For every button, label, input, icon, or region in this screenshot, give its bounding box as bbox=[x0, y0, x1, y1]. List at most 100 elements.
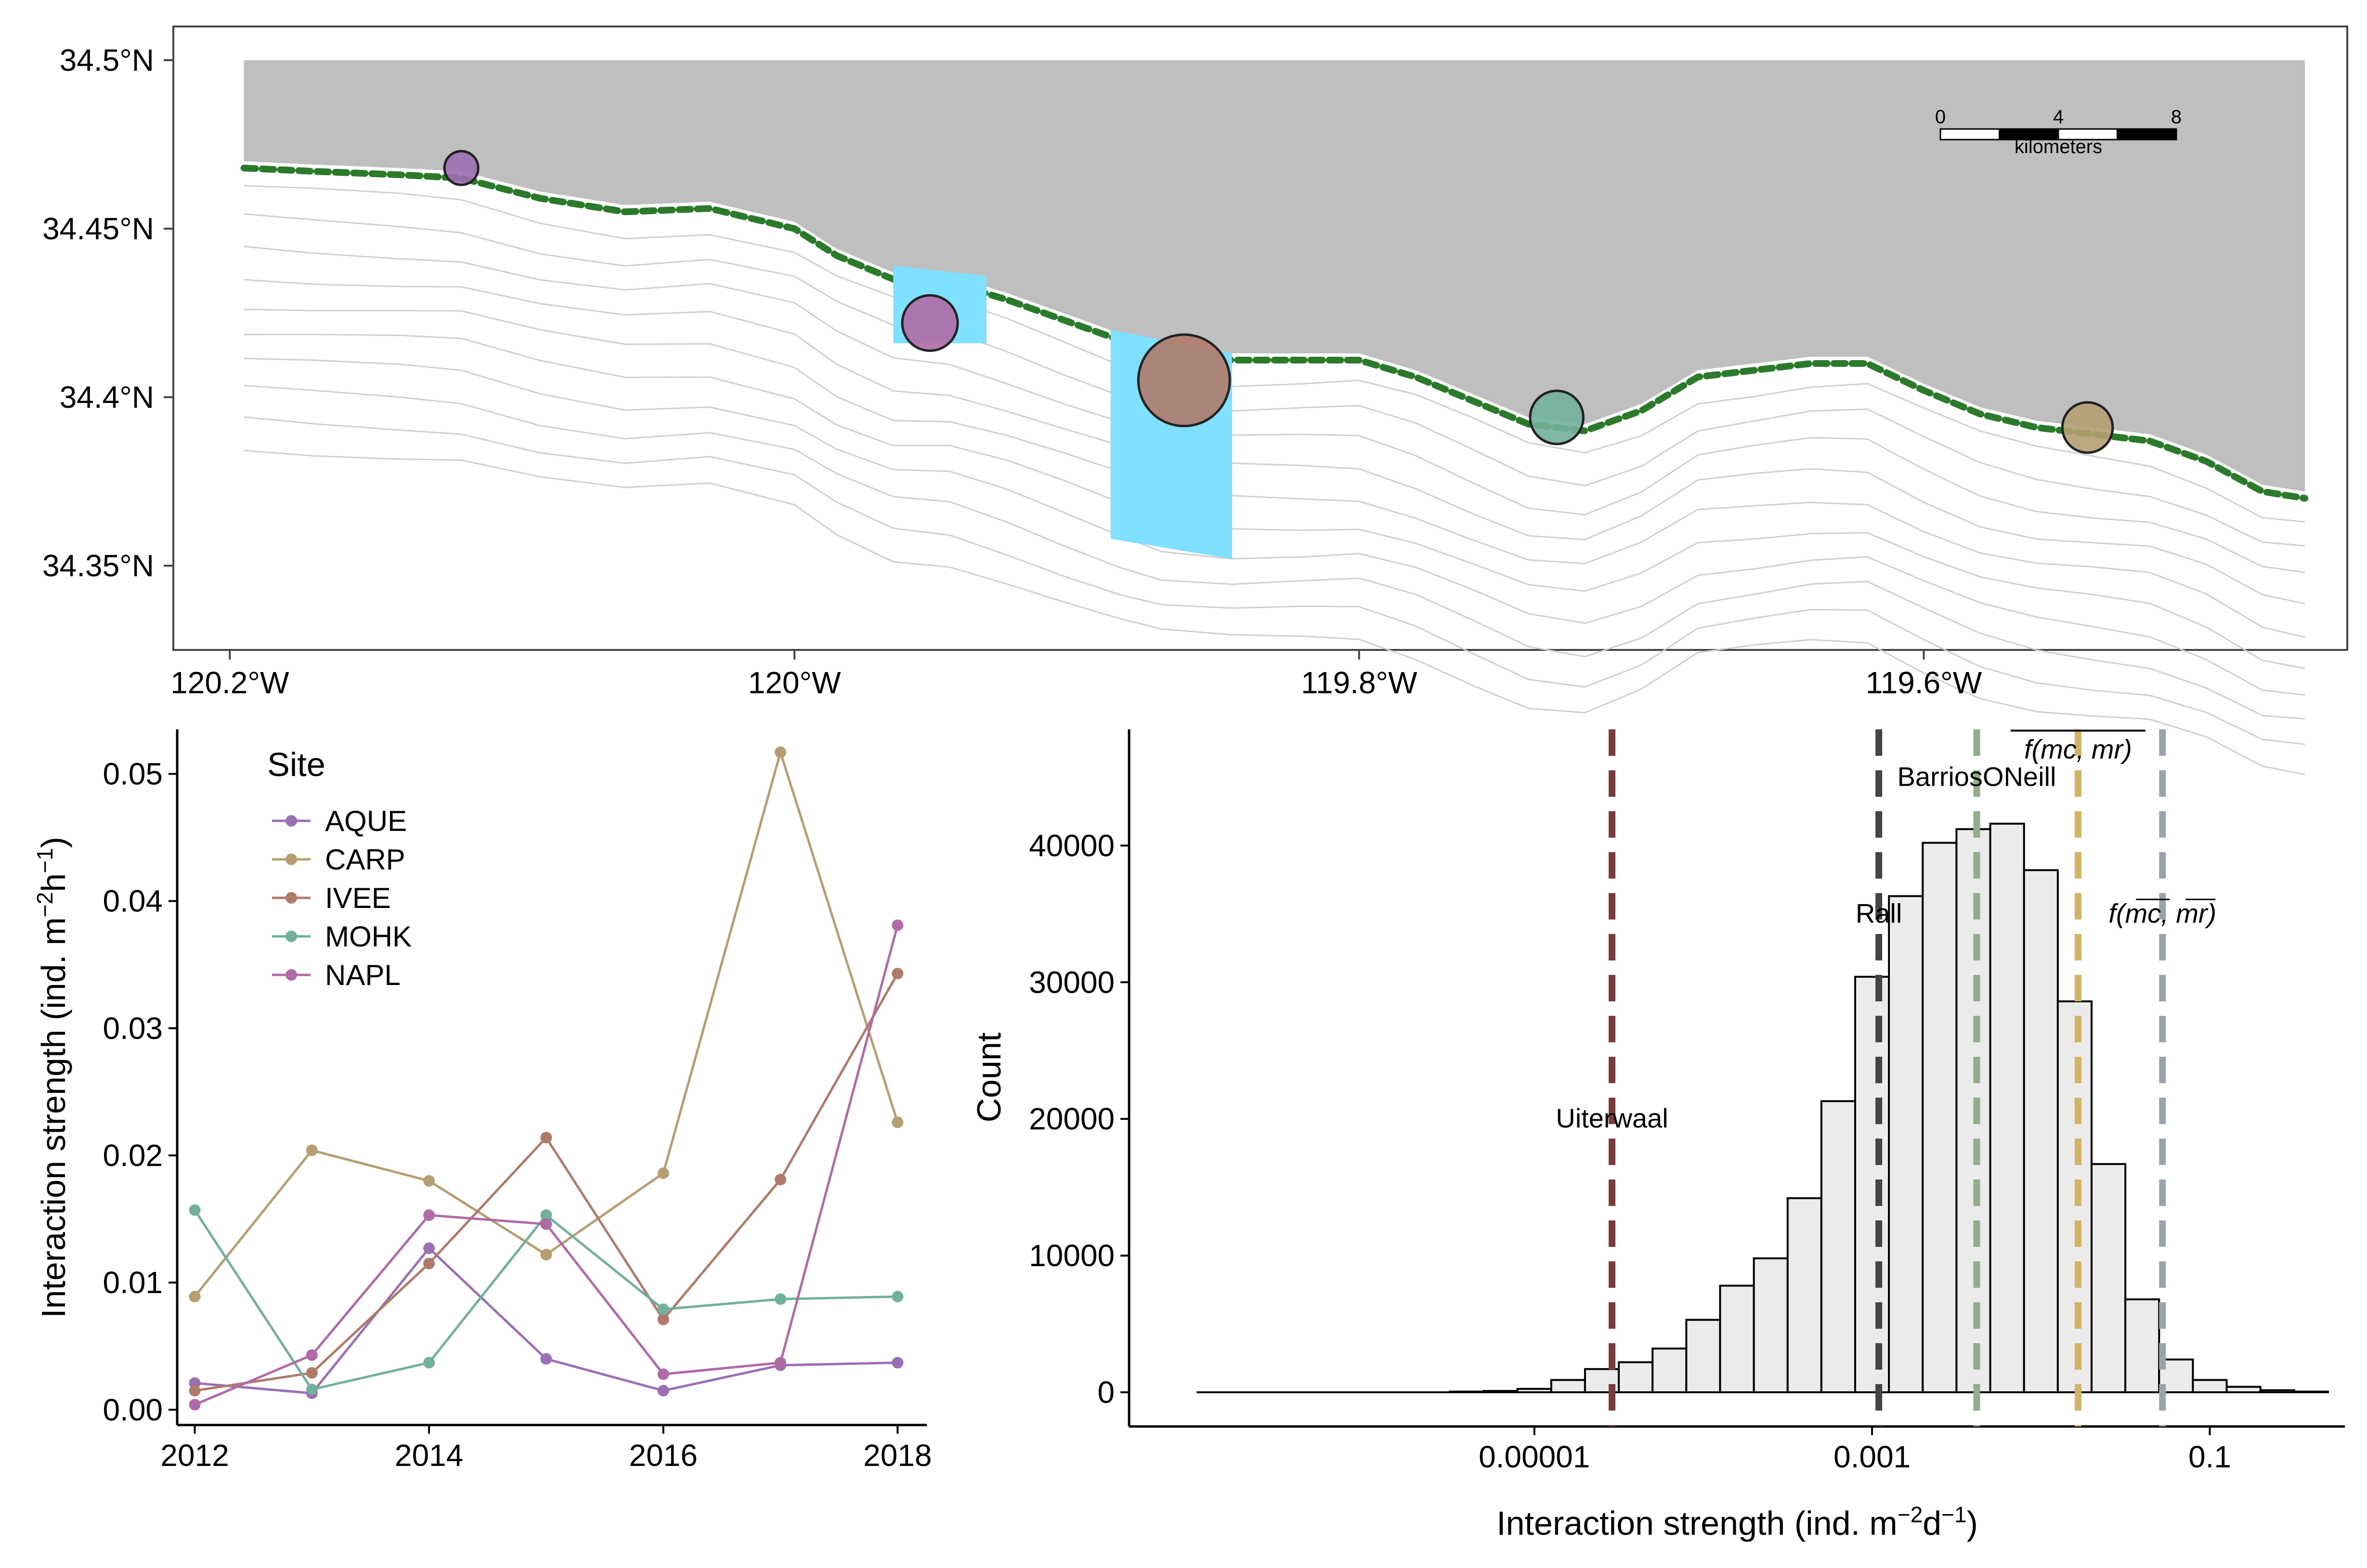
contour-line bbox=[244, 334, 2305, 669]
data-point-carp bbox=[540, 1249, 552, 1261]
contour-line bbox=[244, 385, 2305, 720]
line-y-tick-label: 0.01 bbox=[103, 1265, 163, 1300]
contour-line bbox=[244, 213, 2305, 546]
scale-bar-label: 0 bbox=[1935, 106, 1946, 128]
hist-y-tick-label: 10000 bbox=[1029, 1238, 1115, 1273]
land-area bbox=[244, 60, 2305, 492]
line-y-tick-label: 0.04 bbox=[103, 884, 163, 919]
contour-line bbox=[244, 279, 2305, 605]
line-y-axis-title: Interaction strength (ind. m−2h−1) bbox=[32, 837, 72, 1318]
data-point-napl bbox=[306, 1349, 318, 1361]
data-point-mohk bbox=[189, 1204, 201, 1216]
data-point-carp bbox=[306, 1144, 318, 1156]
reference-label-rall: Rall bbox=[1856, 898, 1902, 928]
map-x-axis: 120.2°W 120°W 119.8°W 119.6°W bbox=[170, 650, 1982, 700]
data-point-ivee bbox=[306, 1367, 318, 1379]
map-y-tick-label: 34.35°N bbox=[42, 548, 154, 583]
contour-line bbox=[244, 450, 2305, 776]
reference-label-uiterwaal: Uiterwaal bbox=[1556, 1103, 1668, 1133]
site-marker-carp bbox=[2061, 401, 2114, 454]
hist-y-axis-title: Count bbox=[970, 1033, 1008, 1123]
map-panel: 120.2°W 120°W 119.8°W 119.6°W 34.35°N 34.4°N… bbox=[42, 26, 2348, 776]
data-point-carp bbox=[189, 1291, 201, 1303]
data-point-mohk bbox=[423, 1357, 435, 1369]
scale-bar-unit: kilometers bbox=[2015, 136, 2102, 157]
legend-title: Site bbox=[267, 746, 325, 783]
series-carp bbox=[189, 746, 904, 1303]
site-marker-aque bbox=[443, 150, 480, 186]
hist-x-tick-label: 0.1 bbox=[2188, 1439, 2231, 1474]
data-point-aque bbox=[423, 1242, 435, 1254]
histogram-bar bbox=[1550, 1379, 1586, 1394]
contour-line bbox=[244, 185, 2305, 523]
kelp-canopy bbox=[240, 165, 2309, 502]
data-point-aque bbox=[540, 1353, 552, 1365]
data-point-mohk bbox=[306, 1384, 318, 1396]
histogram-bar bbox=[2192, 1379, 2228, 1394]
data-point-mohk bbox=[892, 1291, 904, 1303]
hist-y-tick-label: 0 bbox=[1097, 1375, 1115, 1410]
map-y-tick-label: 34.45°N bbox=[42, 211, 154, 246]
reference-label-barriosoneill: BarriosONeill bbox=[1898, 761, 2056, 791]
hist-y-ticks: 0 10000 20000 30000 40000 bbox=[1029, 828, 1129, 1410]
site-markers bbox=[443, 150, 2114, 454]
histogram-bar bbox=[1719, 1284, 1755, 1394]
hist-x-tick-label: 0.001 bbox=[1834, 1439, 1911, 1474]
map-x-tick-label: 119.6°W bbox=[1866, 665, 1982, 700]
legend-label-aque: AQUE bbox=[325, 805, 407, 837]
histogram-bars bbox=[1449, 822, 2329, 1394]
data-point-napl bbox=[540, 1218, 552, 1230]
histogram-bar bbox=[2056, 1000, 2093, 1394]
scale-segment bbox=[1939, 128, 2000, 141]
legend-label-mohk: MOHK bbox=[325, 920, 412, 953]
data-point-ivee bbox=[892, 968, 904, 980]
map-x-tick-label: 119.8°W bbox=[1301, 665, 1418, 700]
reference-label-f_mc_mr_mean: f(mc, mr) bbox=[2024, 734, 2132, 765]
histogram-bar bbox=[1618, 1361, 1654, 1394]
histogram-bar bbox=[2023, 869, 2059, 1394]
legend-label-napl: NAPL bbox=[325, 959, 401, 991]
map-x-tick-label: 120°W bbox=[748, 665, 841, 700]
line-x-ticks: 2012 2014 2016 2018 bbox=[160, 1425, 932, 1473]
legend-label-carp: CARP bbox=[325, 843, 405, 876]
site-marker-ivee bbox=[1137, 333, 1231, 428]
data-point-napl bbox=[189, 1399, 201, 1411]
data-point-ivee bbox=[540, 1131, 552, 1143]
line-legend: Site AQUE CARP IVEE MOHK NAPL bbox=[267, 746, 412, 991]
data-point-ivee bbox=[189, 1385, 201, 1397]
data-point-ivee bbox=[423, 1257, 435, 1270]
histogram-bar bbox=[1685, 1319, 1721, 1394]
map-y-tick-label: 34.4°N bbox=[60, 380, 154, 415]
histogram-bar bbox=[1955, 828, 1991, 1394]
series-ivee bbox=[189, 968, 904, 1397]
histogram-bar bbox=[1888, 895, 1924, 1394]
data-point-ivee bbox=[774, 1174, 786, 1186]
scale-bar-label: 4 bbox=[2053, 106, 2064, 128]
hist-x-axis-title: Interaction strength (ind. m−2d−1) bbox=[1496, 1502, 1978, 1542]
histogram-bar bbox=[1753, 1257, 1789, 1394]
line-y-tick-label: 0.03 bbox=[103, 1011, 163, 1046]
contour-line bbox=[244, 246, 2305, 573]
data-point-carp bbox=[774, 746, 786, 758]
legend-key-point bbox=[286, 931, 297, 942]
data-point-mohk bbox=[774, 1293, 786, 1305]
contour-line bbox=[244, 309, 2305, 638]
map-x-tick-label: 120.2°W bbox=[170, 665, 289, 700]
histogram-bar bbox=[1922, 842, 1958, 1394]
line-y-ticks: 0.00 0.01 0.02 0.03 0.04 0.05 bbox=[103, 756, 177, 1427]
data-point-mohk bbox=[540, 1209, 552, 1221]
hist-y-tick-label: 40000 bbox=[1029, 828, 1115, 863]
hist-x-tick-label: 0.00001 bbox=[1479, 1439, 1590, 1474]
legend-label-ivee: IVEE bbox=[325, 882, 391, 914]
site-marker-mohk bbox=[1529, 389, 1585, 445]
series-mohk bbox=[189, 1204, 904, 1396]
line-y-tick-label: 0.00 bbox=[103, 1392, 163, 1427]
line-x-tick-label: 2016 bbox=[629, 1438, 697, 1473]
legend-key-point bbox=[286, 892, 297, 904]
contour-line bbox=[244, 416, 2305, 745]
histogram-bar bbox=[1786, 1197, 1822, 1394]
data-point-napl bbox=[774, 1357, 786, 1369]
